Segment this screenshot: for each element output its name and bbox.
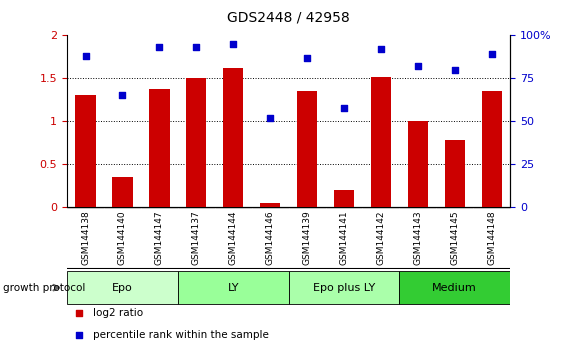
Bar xyxy=(260,203,280,207)
Text: GSM144139: GSM144139 xyxy=(303,211,311,266)
Point xyxy=(339,105,349,110)
Bar xyxy=(408,121,428,207)
Text: Epo plus LY: Epo plus LY xyxy=(313,282,375,293)
Point xyxy=(487,51,496,57)
Point xyxy=(118,93,127,98)
Text: log2 ratio: log2 ratio xyxy=(93,308,143,318)
Point xyxy=(192,45,201,50)
Point xyxy=(303,55,312,61)
Text: percentile rank within the sample: percentile rank within the sample xyxy=(93,330,269,340)
Point xyxy=(413,63,423,69)
Bar xyxy=(223,68,243,207)
Text: GSM144137: GSM144137 xyxy=(192,211,201,266)
Text: growth protocol: growth protocol xyxy=(3,282,85,293)
Bar xyxy=(113,177,132,207)
Text: LY: LY xyxy=(227,282,239,293)
Bar xyxy=(289,271,399,304)
Point xyxy=(74,310,83,316)
Point xyxy=(229,41,238,47)
Text: GSM144147: GSM144147 xyxy=(155,211,164,266)
Bar xyxy=(334,190,354,207)
Bar xyxy=(75,96,96,207)
Point xyxy=(450,67,459,73)
Point xyxy=(265,115,275,121)
Bar xyxy=(371,76,391,207)
Text: Medium: Medium xyxy=(433,282,477,293)
Text: GSM144138: GSM144138 xyxy=(81,211,90,266)
Point xyxy=(81,53,90,59)
Text: GSM144143: GSM144143 xyxy=(413,211,422,266)
Text: GSM144145: GSM144145 xyxy=(450,211,459,266)
Text: GSM144148: GSM144148 xyxy=(487,211,496,266)
Text: GSM144140: GSM144140 xyxy=(118,211,127,266)
Bar xyxy=(186,78,206,207)
Bar xyxy=(149,88,170,207)
Bar xyxy=(399,271,510,304)
Bar xyxy=(67,271,178,304)
Text: GSM144141: GSM144141 xyxy=(339,211,349,266)
Point xyxy=(154,45,164,50)
Text: Epo: Epo xyxy=(112,282,133,293)
Bar xyxy=(445,140,465,207)
Text: GSM144142: GSM144142 xyxy=(377,211,385,265)
Point xyxy=(74,332,83,338)
Text: GSM144146: GSM144146 xyxy=(266,211,275,266)
Bar xyxy=(297,91,317,207)
Text: GDS2448 / 42958: GDS2448 / 42958 xyxy=(227,11,350,25)
Text: GSM144144: GSM144144 xyxy=(229,211,238,265)
Point xyxy=(376,46,385,52)
Bar xyxy=(178,271,289,304)
Bar xyxy=(482,91,502,207)
